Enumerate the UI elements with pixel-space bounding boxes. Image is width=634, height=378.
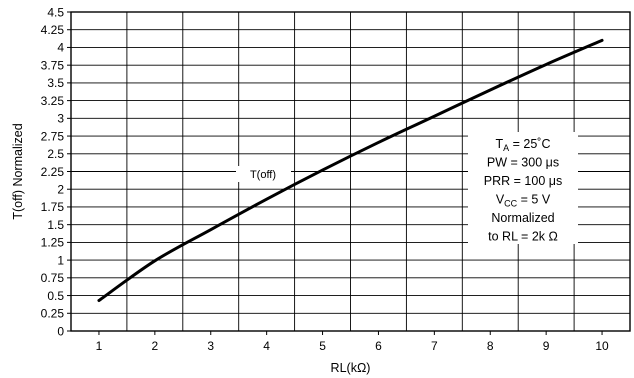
conditions-note-line: PRR = 100 μs	[484, 174, 562, 188]
y-tick-label: 0.75	[41, 271, 65, 285]
y-tick-label: 2.25	[41, 165, 65, 179]
conditions-note-line: PW = 300 μs	[487, 156, 559, 170]
y-tick-label: 0.25	[41, 307, 65, 321]
axis-ticks	[67, 11, 603, 335]
x-tick-label: 4	[263, 339, 270, 353]
conditions-note-line: Normalized	[491, 211, 554, 225]
y-axis-tick-labels: 0 0.25 0.5 0.75 1 1.25 1.5 1.75 2 2.25 2.5 2.75 3 3.2…	[41, 5, 65, 338]
y-tick-label: 1.25	[41, 236, 65, 250]
y-tick-label: 4.25	[41, 23, 65, 37]
y-tick-label: 0	[57, 324, 64, 338]
y-tick-label: 0.5	[47, 289, 64, 303]
x-tick-label: 10	[595, 339, 609, 353]
y-tick-label: 1.5	[47, 218, 64, 232]
conditions-note-background	[468, 132, 578, 244]
y-tick-label: 4	[57, 41, 64, 55]
x-tick-label: 9	[543, 339, 550, 353]
y-tick-label: 3.75	[41, 58, 65, 72]
conditions-note-line: VCC = 5 V	[496, 193, 551, 209]
series-layer	[97, 38, 604, 303]
x-tick-label: 1	[96, 339, 103, 353]
y-tick-label: 4.5	[47, 5, 64, 19]
y-tick-label: 1.75	[41, 200, 65, 214]
y-tick-label: 2.75	[41, 129, 65, 143]
y-axis-title: T(off) Normalized	[11, 123, 25, 219]
x-tick-label: 6	[375, 339, 382, 353]
series-label: T(off)	[236, 166, 291, 182]
x-axis-title: RL(kΩ)	[331, 361, 371, 375]
x-tick-label: 7	[431, 339, 438, 353]
y-tick-label: 3.25	[41, 94, 65, 108]
y-tick-label: 3.5	[47, 76, 64, 90]
series-label-text: T(off)	[250, 169, 276, 181]
y-tick-label: 3	[57, 112, 64, 126]
conditions-note: TA = 25˚C PW = 300 μs PRR = 100 μs VCC = 5 …	[468, 132, 578, 244]
series-label-background	[236, 166, 291, 182]
conditions-note-line: to RL = 2k Ω	[488, 230, 558, 244]
x-tick-label: 2	[152, 339, 159, 353]
conditions-note-line: TA = 25˚C	[496, 137, 551, 153]
y-tick-label: 2.5	[47, 147, 64, 161]
series-line-toff	[97, 38, 604, 303]
y-tick-label: 1	[57, 253, 64, 267]
x-axis-tick-labels: 1 2 3 4 5 6 7 8 9 10	[96, 339, 609, 353]
y-tick-label: 2	[57, 183, 64, 197]
x-tick-label: 3	[207, 339, 214, 353]
x-tick-label: 8	[487, 339, 494, 353]
x-tick-label: 5	[319, 339, 326, 353]
